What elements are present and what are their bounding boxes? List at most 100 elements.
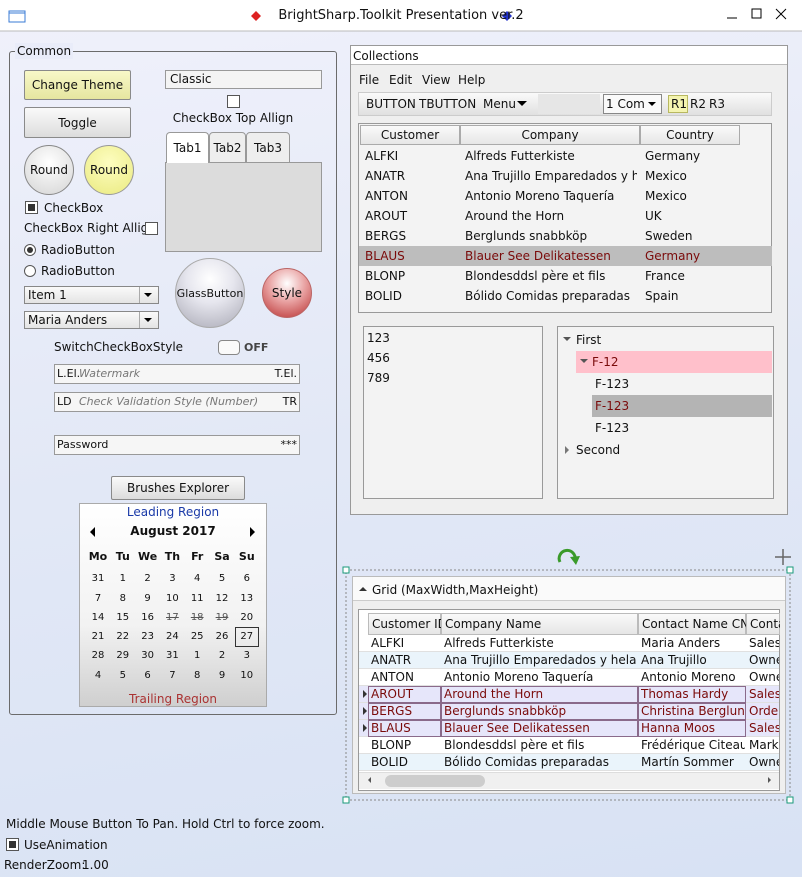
- grid-cell[interactable]: Hanna Moos: [641, 721, 716, 735]
- grid-cell[interactable]: Sales: [749, 721, 779, 735]
- checkbox-box[interactable]: [227, 95, 240, 108]
- table-cell[interactable]: Berglunds snabbköp: [465, 229, 588, 243]
- grid-cell[interactable]: Blondesddsl père et fils: [444, 738, 585, 752]
- calendar-day[interactable]: 1: [194, 650, 201, 661]
- calendar-day[interactable]: 26: [215, 631, 229, 642]
- grid-cell[interactable]: Maria Anders: [641, 636, 721, 650]
- calendar-day[interactable]: 5: [218, 573, 226, 584]
- toolbar-radio[interactable]: R1: [671, 97, 687, 111]
- table-cell[interactable]: Sweden: [645, 229, 693, 243]
- tree-node[interactable]: Second: [576, 443, 621, 457]
- calendar-day[interactable]: 2: [144, 573, 151, 584]
- brushes-button[interactable]: Brushes Explorer: [111, 476, 245, 500]
- table-cell[interactable]: BLONP: [365, 269, 406, 283]
- calendar-day[interactable]: 7: [94, 593, 102, 604]
- table-cell[interactable]: BOLID: [365, 289, 402, 303]
- table-cell[interactable]: Spain: [645, 289, 679, 303]
- list-item[interactable]: 789: [367, 371, 390, 385]
- calendar-day[interactable]: 4: [194, 573, 201, 584]
- calendar-day[interactable]: 20: [240, 612, 254, 623]
- grid-cell[interactable]: Thomas Hardy: [641, 687, 729, 701]
- calendar-day[interactable]: 10: [166, 593, 179, 604]
- toolbar-menu[interactable]: Menu: [483, 97, 516, 111]
- change-theme-button[interactable]: Change Theme: [24, 70, 131, 100]
- calendar-day[interactable]: 16: [141, 612, 154, 623]
- tab-header[interactable]: Tab1: [166, 132, 209, 163]
- table-cell[interactable]: Ana Trujillo Emparedados y hela: [465, 169, 637, 183]
- calendar-day[interactable]: 27: [240, 631, 254, 642]
- tree-node[interactable]: F-123: [595, 421, 630, 435]
- tree-node[interactable]: F-123: [595, 399, 630, 413]
- grid-cell[interactable]: Antonio Moreno: [641, 670, 736, 684]
- grid-cell[interactable]: BERGS: [371, 704, 413, 718]
- table-header[interactable]: Company: [460, 125, 640, 145]
- menu-item[interactable]: Edit: [389, 73, 413, 87]
- toolbar-radio[interactable]: R2: [690, 97, 706, 111]
- table-cell[interactable]: Mexico: [645, 189, 687, 203]
- combo-box[interactable]: [24, 311, 159, 329]
- grid-cell[interactable]: Mark: [749, 738, 779, 752]
- calendar-day[interactable]: 31: [166, 650, 179, 661]
- calendar-day[interactable]: 11: [190, 593, 204, 604]
- table-header[interactable]: Country: [640, 125, 740, 145]
- table-cell[interactable]: Mexico: [645, 169, 687, 183]
- calendar-day[interactable]: 17: [166, 612, 179, 623]
- toolbar-button[interactable]: BUTTON: [366, 97, 416, 111]
- tree-node[interactable]: F-123: [595, 377, 630, 391]
- grid-column-header[interactable]: [441, 613, 638, 635]
- table-cell[interactable]: ANATR: [365, 169, 406, 183]
- calendar-day[interactable]: 19: [215, 612, 229, 623]
- combo-box[interactable]: [24, 286, 159, 304]
- grid-cell[interactable]: ALFKI: [371, 636, 405, 650]
- round-button[interactable]: Round: [84, 145, 134, 195]
- table-cell[interactable]: ALFKI: [365, 149, 399, 163]
- table-cell[interactable]: ANTON: [365, 189, 408, 203]
- grid-cell[interactable]: ANATR: [371, 653, 412, 667]
- grid-cell[interactable]: Berglunds snabbköp: [444, 704, 567, 718]
- calendar-day[interactable]: 12: [215, 593, 229, 604]
- calendar-day[interactable]: 10: [240, 670, 254, 681]
- grid-cell[interactable]: Blauer See Delikatessen: [444, 721, 590, 735]
- calendar-day[interactable]: 21: [91, 631, 105, 642]
- calendar-day[interactable]: 15: [116, 612, 130, 623]
- calendar-day[interactable]: 6: [243, 573, 250, 584]
- table-cell[interactable]: Germany: [645, 149, 701, 163]
- calendar-day[interactable]: 4: [94, 670, 102, 681]
- grid-cell[interactable]: Owne: [749, 755, 779, 769]
- calendar-day[interactable]: 29: [116, 650, 130, 661]
- toggle-button[interactable]: Toggle: [24, 107, 131, 138]
- grid-cell[interactable]: Sales: [749, 636, 779, 650]
- text-input[interactable]: [54, 364, 300, 384]
- calendar-day[interactable]: 30: [141, 650, 154, 661]
- list-item[interactable]: 456: [367, 351, 390, 365]
- calendar-day[interactable]: 22: [116, 631, 130, 642]
- table-cell[interactable]: Bólido Comidas preparadas: [465, 289, 630, 303]
- table-cell[interactable]: France: [645, 269, 685, 283]
- checkbox-box[interactable]: [145, 222, 158, 235]
- text-input[interactable]: [54, 392, 300, 412]
- calendar-day[interactable]: 9: [218, 670, 226, 681]
- grid-cell[interactable]: BLAUS: [371, 721, 411, 735]
- toolbar-radio[interactable]: R3: [709, 97, 725, 111]
- tab-header[interactable]: Tab3: [246, 132, 290, 163]
- grid-cell[interactable]: Owne: [749, 670, 779, 684]
- calendar-day[interactable]: 18: [190, 612, 204, 623]
- table-cell[interactable]: Alfreds Futterkiste: [465, 149, 575, 163]
- calendar-day[interactable]: 25: [190, 631, 204, 642]
- menu-item[interactable]: File: [359, 73, 380, 87]
- grid-cell[interactable]: BLONP: [371, 738, 412, 752]
- list-item[interactable]: 123: [367, 331, 390, 345]
- radio-button[interactable]: [24, 244, 36, 256]
- grid-cell[interactable]: Christina Berglund: [641, 704, 745, 718]
- glass-button[interactable]: GlassButton: [175, 258, 245, 328]
- calendar-day[interactable]: 3: [169, 573, 176, 584]
- checkbox-box[interactable]: [25, 201, 38, 214]
- calendar-day[interactable]: 8: [194, 670, 201, 681]
- calendar-day[interactable]: 3: [243, 650, 250, 661]
- grid-cell[interactable]: Alfreds Futterkiste: [444, 636, 554, 650]
- grid-cell[interactable]: Antonio Moreno Taquería: [444, 670, 594, 684]
- table-cell[interactable]: Around the Horn: [465, 209, 565, 223]
- calendar-day[interactable]: 14: [91, 612, 105, 623]
- grid-cell[interactable]: BOLID: [371, 755, 408, 769]
- grid-cell[interactable]: Around the Horn: [444, 687, 544, 701]
